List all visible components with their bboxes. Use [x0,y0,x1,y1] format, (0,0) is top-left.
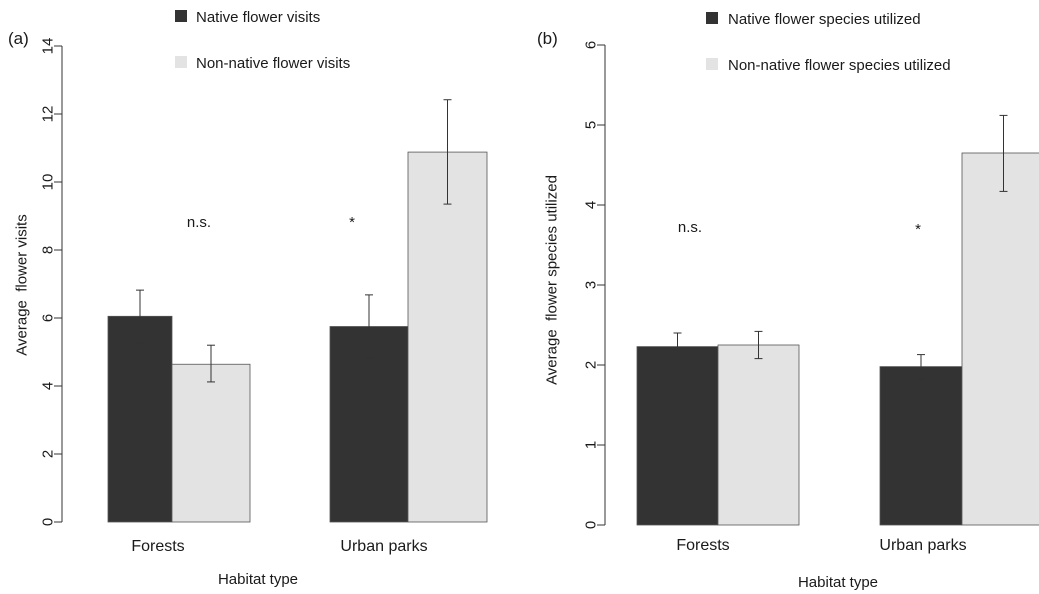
bar-non-native-forests [171,363,251,523]
panel-label: (b) [537,29,558,48]
legend-entry: Non-native flower species utilized [728,57,951,74]
x-category-label: Forests [131,538,184,555]
legend-swatch [706,12,718,24]
legend-entry: Native flower visits [196,9,320,26]
y-tick-label: 10 [40,174,57,191]
bar-native-forests [636,346,719,526]
annotation-ns: n.s. [187,214,211,231]
legend: Native flower species utilized Non-native… [706,11,951,74]
legend-swatch [175,56,187,68]
legend-swatch [706,58,718,70]
panel-label: (a) [8,29,29,48]
y-tick-label: 6 [583,41,600,49]
bar-non-native-forests [717,344,800,526]
error-bar [365,294,373,359]
error-bar [754,330,763,360]
y-tick-label: 3 [583,281,600,289]
panel-b: 0 1 2 3 4 5 6 Forests Urban parks n.s. * Habitat ty… [537,11,1039,591]
annotation-significant: * [349,214,355,231]
legend: Native flower visits Non-native flower vi… [175,9,350,72]
error-bar [443,99,452,205]
x-category-label: Urban parks [340,538,427,555]
bar-native-forests [107,315,173,523]
legend-entry: Non-native flower visits [196,55,350,72]
x-category-label: Forests [676,537,729,554]
panel-a: 0 2 4 6 8 10 12 14 Forests Urban parks n.s. * Habita… [8,9,488,588]
bar-non-native-urban-parks [407,151,488,523]
error-bar [917,354,925,380]
error-bar [136,289,144,344]
y-tick-label: 6 [40,314,57,322]
bar-native-urban-parks [329,326,409,523]
bar-native-urban-parks [879,366,963,526]
bar-non-native-urban-parks [961,152,1039,526]
y-tick-label: 12 [40,106,57,123]
y-tick-label: 5 [583,121,600,129]
y-tick-label: 1 [583,441,600,449]
x-axis-title: Habitat type [798,574,878,591]
y-axis-title: Average flower visits [14,214,31,355]
y-tick-label: 0 [40,518,57,526]
legend-entry: Native flower species utilized [728,11,921,28]
y-tick-label: 2 [583,361,600,369]
error-bar [673,332,682,362]
y-tick-label: 4 [40,382,57,390]
x-category-label: Urban parks [879,537,966,554]
y-tick-label: 0 [583,521,600,529]
y-tick-label: 4 [583,201,600,209]
annotation-significant: * [915,221,921,238]
y-axis-title: Average flower species utilized [544,175,561,385]
y-tick-label: 8 [40,246,57,254]
annotation-ns: n.s. [678,219,702,236]
legend-swatch [175,10,187,22]
y-tick-label: 2 [40,450,57,458]
y-tick-label: 14 [40,38,57,55]
error-bar [999,114,1008,192]
error-bar [207,344,215,383]
x-axis-title: Habitat type [218,571,298,588]
